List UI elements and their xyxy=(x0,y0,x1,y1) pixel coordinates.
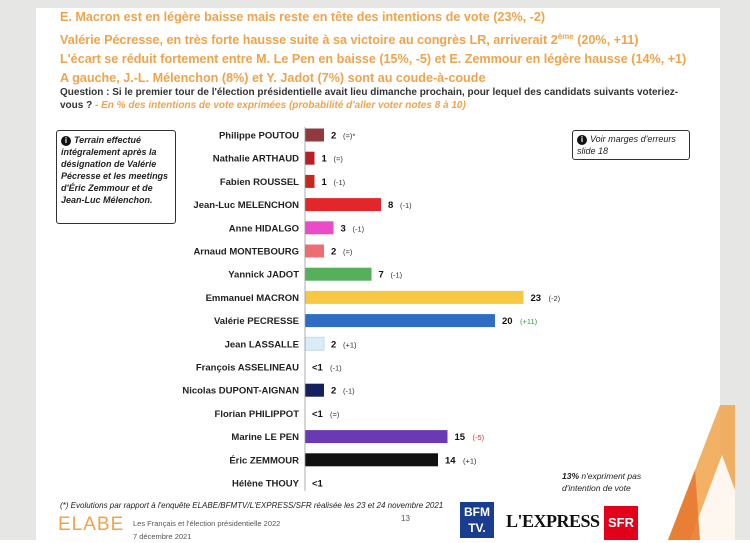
footer-date: 7 décembre 2021 xyxy=(133,532,192,541)
photo-border-left xyxy=(0,0,36,540)
candidate-label: Emmanuel MACRON xyxy=(206,293,300,304)
value-label: <1 xyxy=(312,409,324,420)
candidate-label: Nathalie ARTHAUD xyxy=(213,154,299,165)
evolution-label: (-1) xyxy=(353,224,365,233)
value-label: 20 xyxy=(502,316,513,327)
evolution-label: (+1) xyxy=(343,340,357,349)
value-label: 3 xyxy=(341,223,346,234)
value-label: 23 xyxy=(531,293,542,304)
headline-block: E. Macron est en légère baisse mais rest… xyxy=(60,8,710,88)
evolution-label: (-1) xyxy=(343,387,355,396)
abstention-pct: 13% xyxy=(562,471,580,481)
candidate-label: François ASSELINEAU xyxy=(196,363,299,374)
evolution-label: (-1) xyxy=(400,201,412,210)
bar xyxy=(305,244,324,258)
evolution-label: (-1) xyxy=(330,364,342,373)
value-label: 2 xyxy=(331,247,336,258)
bar xyxy=(305,128,324,142)
question-subtext: - En % des intentions de vote exprimées … xyxy=(92,100,466,111)
bfmtv-logo: BFM TV. xyxy=(460,502,494,538)
headline-line-2: Valérie Pécresse, en très forte hausse s… xyxy=(60,32,639,48)
evolution-label: (+11) xyxy=(520,317,538,326)
evolution-label: (=) xyxy=(343,248,353,257)
value-label: 14 xyxy=(445,455,456,466)
value-label: 7 xyxy=(379,270,384,281)
value-label: <1 xyxy=(312,363,324,374)
bar xyxy=(305,151,315,165)
candidate-label: Jean LASSALLE xyxy=(225,339,299,350)
question-text: Question : Si le premier tour de l'élect… xyxy=(60,87,679,111)
value-label: 2 xyxy=(331,131,336,142)
evolution-label: (-1) xyxy=(391,271,403,280)
abstention-note: 13% n'expriment pas d'intention de vote xyxy=(562,470,672,494)
candidate-label: Nicolas DUPONT-AIGNAN xyxy=(182,386,299,397)
lexpress-logo: L'EXPRESS xyxy=(506,511,600,531)
candidate-label: Éric ZEMMOUR xyxy=(229,455,299,466)
bar xyxy=(305,314,495,328)
page-number: 13 xyxy=(401,514,410,523)
value-label: <1 xyxy=(312,479,324,490)
value-label: 2 xyxy=(331,339,336,350)
bar xyxy=(305,430,448,444)
evolution-label: (-1) xyxy=(334,178,346,187)
bar xyxy=(305,453,438,467)
bar xyxy=(305,198,381,212)
evolution-label: (=)* xyxy=(343,132,355,141)
bar xyxy=(305,290,524,304)
evolution-footnote: (*) Evolutions par rapport à l'enquête E… xyxy=(60,501,444,510)
candidate-label: Arnaud MONTEBOURG xyxy=(193,247,299,258)
candidate-label: Marine LE PEN xyxy=(231,432,299,443)
evolution-label: (=) xyxy=(334,155,344,164)
abstention-text: n'expriment pas d'intention de vote xyxy=(562,471,642,493)
value-label: 8 xyxy=(388,200,393,211)
evolution-label: (+1) xyxy=(463,456,477,465)
footer-study-title: Les Français et l'élection présidentiell… xyxy=(133,519,281,528)
candidate-label: Fabien ROUSSEL xyxy=(220,177,299,188)
value-label: 15 xyxy=(455,432,466,443)
elabe-logo: ELABE xyxy=(58,514,125,535)
candidate-label: Florian PHILIPPOT xyxy=(215,409,300,420)
value-label: 1 xyxy=(322,154,328,165)
candidate-label: Yannick JADOT xyxy=(228,270,299,281)
photo-border-top xyxy=(0,0,750,8)
bar xyxy=(305,267,372,281)
margin-of-error-note-text: Voir marges d'erreurs slide 18 xyxy=(577,134,676,156)
candidate-label: Jean-Luc MELENCHON xyxy=(193,200,299,211)
headline-line-1: E. Macron est en légère baisse mais rest… xyxy=(60,10,546,24)
fieldwork-note-text: Terrain effectué intégralement après la … xyxy=(61,135,169,205)
survey-question: Question : Si le premier tour de l'élect… xyxy=(60,86,680,112)
evolution-label: (-2) xyxy=(549,294,561,303)
candidate-label: Hélène THOUY xyxy=(232,479,300,490)
info-icon: i xyxy=(61,135,71,146)
margin-of-error-note: i Voir marges d'erreurs slide 18 xyxy=(572,130,690,160)
value-label: 2 xyxy=(331,386,336,397)
evolution-label: (-5) xyxy=(473,433,485,442)
headline-line-3: L'écart se réduit fortement entre M. Le … xyxy=(60,52,687,67)
value-label: 1 xyxy=(322,177,328,188)
fieldwork-note: i Terrain effectué intégralement après la… xyxy=(56,130,176,224)
candidate-label: Valérie PECRESSE xyxy=(214,316,299,327)
candidate-label: Philippe POUTOU xyxy=(219,131,299,142)
candidate-label: Anne HIDALGO xyxy=(229,223,299,234)
evolution-label: (=) xyxy=(330,410,340,419)
headline-line-4: A gauche, J.-L. Mélenchon (8%) et Y. Jad… xyxy=(60,71,486,86)
bar xyxy=(305,174,315,188)
footer-title: Les Français et l'élection présidentiell… xyxy=(133,517,280,543)
sfr-logo: SFR xyxy=(604,506,638,540)
bar xyxy=(305,383,324,397)
bar xyxy=(305,221,334,235)
info-icon: i xyxy=(577,134,587,145)
